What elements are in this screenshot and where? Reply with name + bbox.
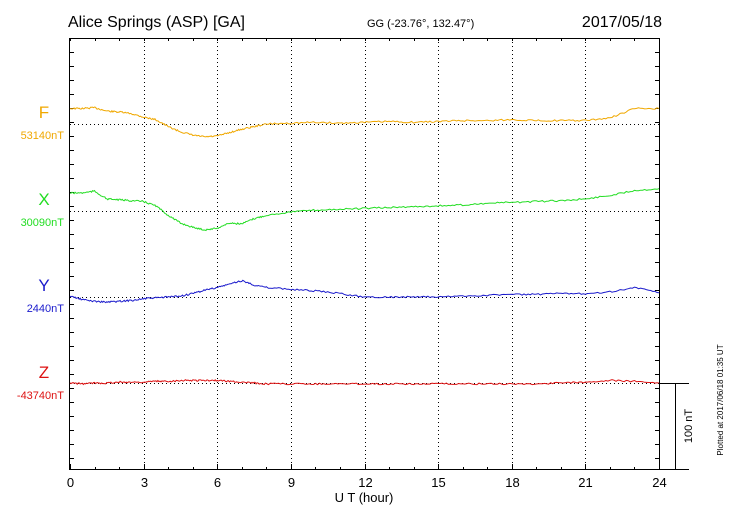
scale-bar-label: 100 nT xyxy=(683,409,695,444)
series-line-y xyxy=(69,279,660,304)
series-baseline-f: 53140nT xyxy=(21,130,65,142)
x-tick-label: 24 xyxy=(652,475,666,490)
station-coords: GG (-23.76°, 132.47°) xyxy=(367,18,474,30)
series-labels: F 53140nT X 30090nT Y 2440nT Z -43740nT xyxy=(17,103,64,402)
series-name-f: F xyxy=(39,103,49,122)
scale-bar: 100 nT xyxy=(660,383,695,470)
x-tick-label: 3 xyxy=(141,475,148,490)
date-label: 2017/05/18 xyxy=(582,14,662,31)
x-tick-label: 18 xyxy=(505,475,519,490)
x-axis-ticks: 0 3 6 9 12 15 18 21 24 xyxy=(67,38,667,490)
series-baseline-x: 30090nT xyxy=(21,217,65,229)
x-tick-label: 6 xyxy=(214,475,221,490)
x-tick-label: 15 xyxy=(431,475,445,490)
series-name-y: Y xyxy=(38,276,49,295)
series-name-z: Z xyxy=(39,363,49,382)
series-layer xyxy=(69,106,660,386)
x-axis-label: U T (hour) xyxy=(335,490,394,505)
x-tick-label: 12 xyxy=(358,475,372,490)
series-line-f xyxy=(69,106,660,138)
series-baseline-z: -43740nT xyxy=(17,390,64,402)
series-name-x: X xyxy=(38,190,49,209)
x-tick-label: 9 xyxy=(288,475,295,490)
x-tick-label: 21 xyxy=(578,475,592,490)
plotted-timestamp: Plotted at 2017/06/18 01:35 UT xyxy=(716,344,725,455)
series-line-z xyxy=(69,379,660,386)
x-tick-label: 0 xyxy=(67,475,74,490)
plot-frame xyxy=(69,38,660,470)
grid-lines xyxy=(144,38,586,470)
series-baseline-y: 2440nT xyxy=(27,303,65,315)
station-title: Alice Springs (ASP) [GA] xyxy=(68,14,245,31)
series-line-x xyxy=(69,188,660,232)
